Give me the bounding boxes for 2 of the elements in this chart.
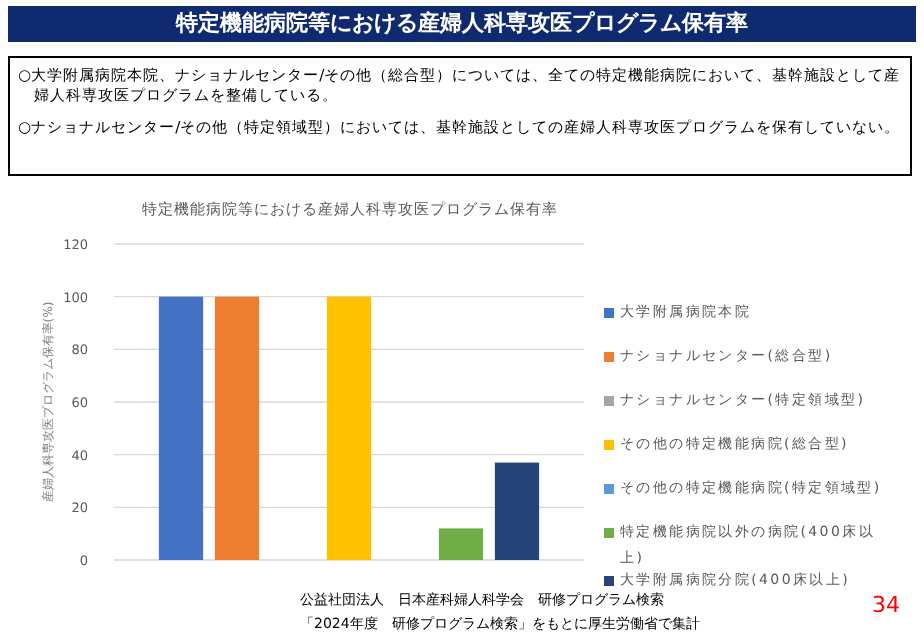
title: 特定機能病院等における産婦人科専攻医プログラム保有率 (8, 6, 916, 42)
annotation: 34 (872, 592, 900, 618)
